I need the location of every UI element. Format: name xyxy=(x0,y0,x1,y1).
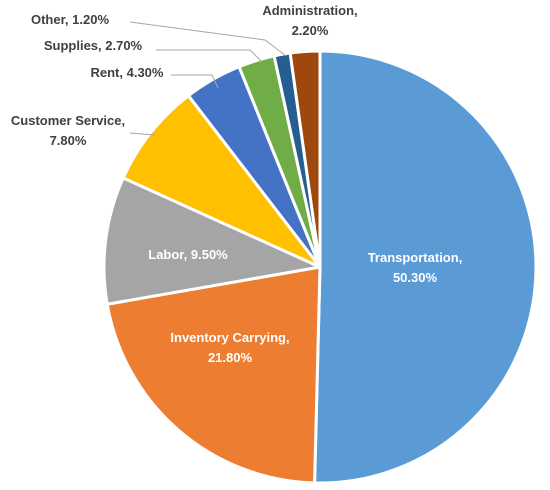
pie-slice-labor xyxy=(102,176,322,306)
leader-line-other xyxy=(129,21,287,57)
data-label-other: Other, 1.20% xyxy=(31,12,109,27)
data-label-labor: Labor, 9.50% xyxy=(148,247,228,262)
leader-line-supplies xyxy=(156,49,263,63)
data-label-transportation: Transportation, 50.30% xyxy=(368,250,463,285)
pie-slice-transportation xyxy=(313,49,538,485)
pie-slice-inventory-carrying xyxy=(105,265,322,485)
leader-line-rent xyxy=(171,74,219,89)
leader-line-customer-service xyxy=(129,132,156,136)
data-label-inventory-carrying: Inventory Carrying, 21.80% xyxy=(170,330,289,365)
data-label-customer-service: Customer Service, 7.80% xyxy=(11,113,125,148)
data-label-supplies: Supplies, 2.70% xyxy=(44,38,143,53)
pie-slice-administration xyxy=(288,49,322,269)
data-label-administration: Administration, 2.20% xyxy=(262,3,357,38)
data-label-rent: Rent, 4.30% xyxy=(91,65,164,80)
pie-slice-customer-service xyxy=(121,94,322,269)
